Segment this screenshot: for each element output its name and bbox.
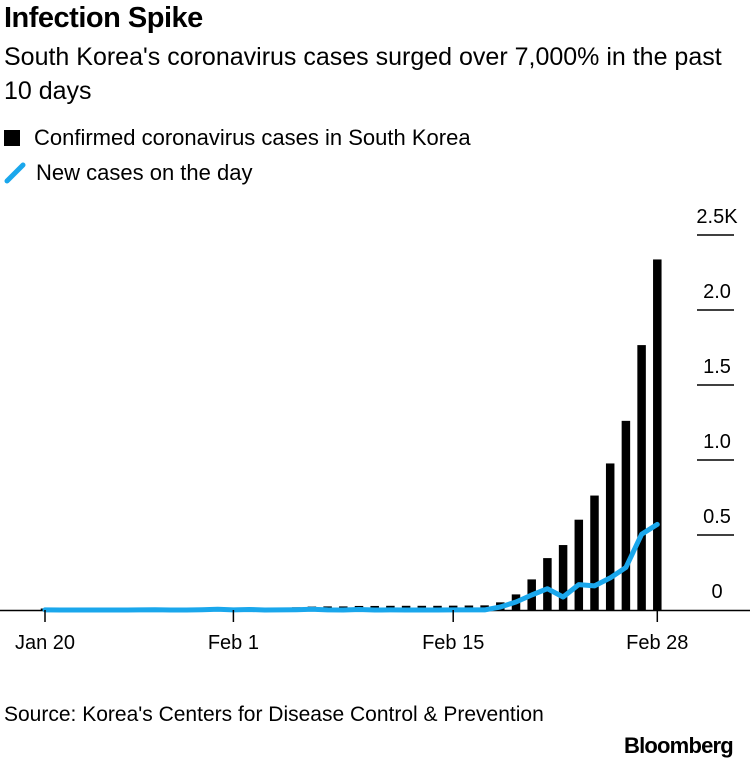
chart-title: Infection Spike [4, 2, 203, 34]
legend-label-new: New cases on the day [36, 160, 253, 185]
bar [543, 558, 552, 610]
y-tick-label: 2.0 [703, 281, 731, 303]
bar [558, 545, 568, 610]
x-tick-label: Jan 20 [15, 632, 75, 654]
bar [621, 420, 631, 610]
source-note: Source: Korea's Centers for Disease Cont… [4, 703, 544, 726]
legend-label-confirmed: Confirmed coronavirus cases in South Kor… [34, 125, 471, 150]
y-tick-label: 0 [711, 581, 722, 603]
y-tick-label: 0.5 [703, 506, 731, 528]
line-new-cases [42, 521, 660, 613]
bar [590, 495, 599, 610]
y-tick-label: 2.5K [696, 206, 738, 228]
bar [653, 259, 662, 610]
legend-line-swatch [4, 162, 26, 184]
legend-item-confirmed: Confirmed coronavirus cases in South Kor… [4, 125, 471, 151]
x-tick-label: Feb 15 [422, 632, 484, 654]
y-tick-label: 1.5 [703, 356, 731, 378]
y-tick-label: 1.0 [703, 431, 731, 453]
bar [574, 519, 584, 610]
legend-item-new: New cases on the day [4, 160, 252, 186]
bar [637, 345, 646, 610]
chart-area: 0 0.5 1.0 1.5 2.0 2.5K Jan 20 Feb 1 Feb 15 Feb 28 [0, 206, 750, 654]
chart-subtitle: South Korea's coronavirus cases surged o… [4, 43, 722, 105]
x-tick-label: Feb 1 [208, 632, 259, 654]
bar [605, 463, 615, 610]
x-tick-label: Feb 28 [626, 632, 688, 654]
brand-logo: Bloomberg [624, 733, 734, 758]
legend-bar-swatch [4, 130, 20, 146]
